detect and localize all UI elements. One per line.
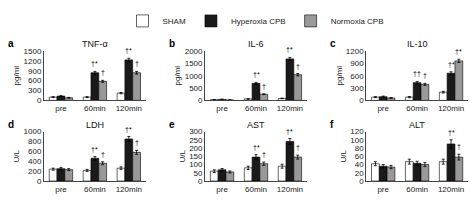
- svg-text:TNF-α: TNF-α: [82, 39, 108, 49]
- svg-text:60min: 60min: [245, 104, 267, 113]
- svg-text:60min: 60min: [84, 104, 106, 113]
- svg-text:1200: 1200: [346, 47, 364, 56]
- svg-text:†: †: [135, 60, 139, 67]
- svg-text:1500: 1500: [185, 59, 203, 68]
- svg-text:IL-10: IL-10: [407, 39, 428, 49]
- svg-text:d: d: [8, 119, 14, 130]
- svg-text:40: 40: [355, 160, 364, 169]
- svg-text:0: 0: [198, 177, 203, 186]
- svg-text:100: 100: [350, 136, 364, 145]
- svg-text:†: †: [423, 72, 427, 79]
- svg-text:Hyperoxia CPB: Hyperoxia CPB: [231, 17, 286, 26]
- svg-text:U/L: U/L: [12, 150, 21, 163]
- svg-text:120: 120: [350, 127, 364, 136]
- svg-text:†: †: [262, 151, 266, 158]
- svg-text:pre: pre: [216, 104, 228, 113]
- svg-text:1500: 1500: [24, 47, 42, 56]
- svg-text:†*: †*: [448, 129, 455, 136]
- svg-text:b: b: [169, 38, 175, 49]
- svg-text:1200: 1200: [24, 57, 42, 66]
- svg-text:†*: †*: [253, 71, 260, 78]
- svg-text:0: 0: [359, 96, 364, 105]
- svg-text:†*: †*: [125, 47, 132, 54]
- svg-text:0: 0: [37, 177, 42, 186]
- svg-text:pre: pre: [377, 185, 389, 194]
- svg-text:120min: 120min: [277, 185, 303, 194]
- svg-text:600: 600: [350, 72, 364, 81]
- svg-text:200: 200: [189, 144, 203, 153]
- svg-text:120min: 120min: [438, 185, 464, 194]
- svg-text:600: 600: [28, 147, 42, 156]
- svg-text:†: †: [101, 151, 105, 158]
- svg-text:pre: pre: [55, 104, 67, 113]
- svg-text:†*: †*: [91, 60, 98, 67]
- svg-text:††: ††: [413, 70, 421, 77]
- svg-text:†*: †*: [448, 61, 455, 68]
- svg-text:pg/ml: pg/ml: [335, 66, 344, 86]
- svg-text:AST: AST: [247, 120, 265, 130]
- svg-text:300: 300: [28, 86, 42, 95]
- svg-text:†*: †*: [253, 144, 260, 151]
- svg-text:†: †: [296, 144, 300, 151]
- svg-text:Normoxia CPB: Normoxia CPB: [331, 17, 384, 26]
- svg-text:f: f: [330, 119, 334, 130]
- svg-text:500: 500: [189, 84, 203, 93]
- svg-text:†: †: [262, 83, 266, 90]
- svg-text:pre: pre: [377, 104, 389, 113]
- svg-text:pg/ml: pg/ml: [12, 66, 21, 86]
- svg-text:pg/ml: pg/ml: [173, 66, 182, 86]
- svg-text:300: 300: [350, 84, 364, 93]
- svg-text:60min: 60min: [406, 185, 428, 194]
- svg-text:U/L: U/L: [339, 150, 348, 163]
- svg-text:60min: 60min: [245, 185, 267, 194]
- svg-text:†: †: [457, 143, 461, 150]
- svg-text:†*: †*: [455, 48, 462, 55]
- svg-text:0: 0: [198, 96, 203, 105]
- svg-text:†*: †*: [286, 46, 293, 53]
- svg-text:80: 80: [355, 144, 364, 153]
- svg-text:1000: 1000: [185, 72, 203, 81]
- svg-text:250: 250: [189, 136, 203, 145]
- svg-text:0: 0: [37, 96, 42, 105]
- svg-text:100: 100: [189, 160, 203, 169]
- svg-text:50: 50: [194, 169, 203, 178]
- svg-text:2000: 2000: [185, 47, 203, 56]
- svg-text:1000: 1000: [24, 127, 42, 136]
- svg-text:900: 900: [28, 67, 42, 76]
- svg-text:IL-6: IL-6: [248, 39, 264, 49]
- svg-text:†*: †*: [91, 146, 98, 153]
- svg-text:a: a: [8, 38, 14, 49]
- svg-text:pre: pre: [55, 185, 67, 194]
- svg-text:20: 20: [355, 169, 364, 178]
- svg-text:e: e: [169, 119, 175, 130]
- svg-text:120min: 120min: [116, 104, 142, 113]
- svg-text:U/L: U/L: [178, 150, 187, 163]
- svg-text:†*: †*: [125, 126, 132, 133]
- svg-text:120min: 120min: [438, 104, 464, 113]
- svg-text:200: 200: [28, 167, 42, 176]
- svg-text:800: 800: [28, 137, 42, 146]
- svg-text:LDH: LDH: [86, 120, 104, 130]
- svg-text:ALT: ALT: [409, 120, 425, 130]
- svg-text:†: †: [135, 139, 139, 146]
- svg-text:60: 60: [355, 152, 364, 161]
- svg-text:600: 600: [28, 76, 42, 85]
- svg-text:150: 150: [189, 152, 203, 161]
- svg-text:400: 400: [28, 157, 42, 166]
- svg-text:120min: 120min: [277, 104, 303, 113]
- svg-text:0: 0: [359, 177, 364, 186]
- svg-text:SHAM: SHAM: [163, 17, 186, 26]
- svg-text:900: 900: [350, 59, 364, 68]
- svg-text:120min: 120min: [116, 185, 142, 194]
- svg-text:†: †: [101, 69, 105, 76]
- svg-text:pre: pre: [216, 185, 228, 194]
- svg-text:†: †: [296, 63, 300, 70]
- svg-text:†*: †*: [286, 128, 293, 135]
- svg-text:60min: 60min: [84, 185, 106, 194]
- svg-text:c: c: [330, 38, 336, 49]
- svg-text:60min: 60min: [406, 104, 428, 113]
- svg-text:300: 300: [189, 127, 203, 136]
